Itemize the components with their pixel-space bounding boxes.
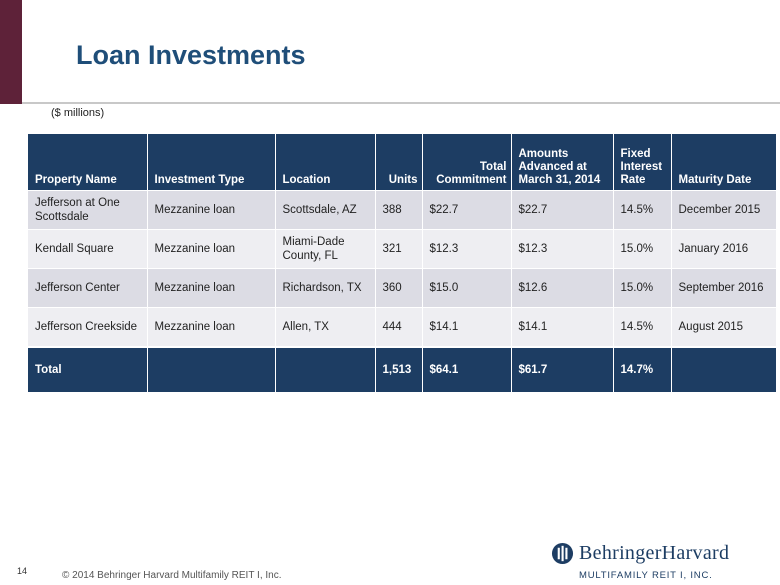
cell-rate: 14.5% (613, 307, 672, 347)
cell-units: 444 (375, 307, 423, 347)
cell-maturity: August 2015 (671, 307, 777, 347)
column-header-commitment: Total Commitment (422, 134, 512, 191)
table-row: Jefferson Creekside Mezzanine loan Allen… (28, 307, 777, 347)
cell-commitment: $12.3 (422, 229, 512, 269)
cell-maturity: December 2015 (671, 190, 777, 230)
cell-maturity: September 2016 (671, 268, 777, 308)
cell-property: Jefferson Creekside (28, 307, 148, 347)
table-row: Kendall Square Mezzanine loan Miami-Dade… (28, 229, 777, 269)
page-number: 14 (17, 566, 28, 576)
copyright-notice: © 2014 Behringer Harvard Multifamily REI… (62, 570, 282, 581)
cell-advanced: $12.3 (511, 229, 614, 269)
total-empty-cell (147, 346, 276, 392)
cell-commitment: $14.1 (422, 307, 512, 347)
column-header-property: Property Name (28, 134, 148, 191)
cell-rate: 14.5% (613, 190, 672, 230)
table-header-row: Property Name Investment Type Location U… (28, 134, 777, 191)
cell-advanced: $22.7 (511, 190, 614, 230)
cell-property: Jefferson at One Scottsdale (28, 190, 148, 230)
total-commitment: $64.1 (422, 346, 512, 392)
column-header-location: Location (275, 134, 376, 191)
total-label: Total (28, 346, 148, 392)
cell-rate: 15.0% (613, 229, 672, 269)
cell-rate: 15.0% (613, 268, 672, 308)
cell-type: Mezzanine loan (147, 307, 276, 347)
behringer-harvard-logo-icon (551, 542, 574, 565)
total-units: 1,513 (375, 346, 423, 392)
table-row: Jefferson Center Mezzanine loan Richards… (28, 268, 777, 308)
column-header-maturity: Maturity Date (671, 134, 777, 191)
cell-advanced: $14.1 (511, 307, 614, 347)
accent-side-bar (0, 0, 22, 104)
cell-property: Kendall Square (28, 229, 148, 269)
cell-units: 388 (375, 190, 423, 230)
cell-units: 360 (375, 268, 423, 308)
total-empty-cell (275, 346, 376, 392)
column-header-type: Investment Type (147, 134, 276, 191)
cell-property: Jefferson Center (28, 268, 148, 308)
logo-wordmark: BehringerHarvard (579, 542, 730, 564)
column-header-units: Units (375, 134, 423, 191)
cell-type: Mezzanine loan (147, 229, 276, 269)
column-header-rate: Fixed Interest Rate (613, 134, 672, 191)
cell-maturity: January 2016 (671, 229, 777, 269)
total-advanced: $61.7 (511, 346, 614, 392)
table-row: Jefferson at One Scottsdale Mezzanine lo… (28, 190, 777, 230)
cell-commitment: $15.0 (422, 268, 512, 308)
cell-location: Miami-Dade County, FL (275, 229, 376, 269)
title-divider (22, 102, 780, 104)
cell-type: Mezzanine loan (147, 268, 276, 308)
logo-subtitle: MULTIFAMILY REIT I, INC. (579, 570, 713, 581)
total-rate: 14.7% (613, 346, 672, 392)
cell-commitment: $22.7 (422, 190, 512, 230)
cell-location: Allen, TX (275, 307, 376, 347)
company-logo: BehringerHarvard MULTIFAMILY REIT I, INC… (551, 541, 761, 583)
total-empty-cell (671, 346, 777, 392)
cell-location: Richardson, TX (275, 268, 376, 308)
units-note: ($ millions) (51, 107, 105, 119)
cell-units: 321 (375, 229, 423, 269)
column-header-advanced: Amounts Advanced at March 31, 2014 (511, 134, 614, 191)
cell-location: Scottsdale, AZ (275, 190, 376, 230)
cell-type: Mezzanine loan (147, 190, 276, 230)
page-title: Loan Investments (76, 40, 306, 70)
table-total-row: Total 1,513 $64.1 $61.7 14.7% (28, 346, 777, 392)
loan-investments-table: Property Name Investment Type Location U… (28, 134, 777, 392)
cell-advanced: $12.6 (511, 268, 614, 308)
